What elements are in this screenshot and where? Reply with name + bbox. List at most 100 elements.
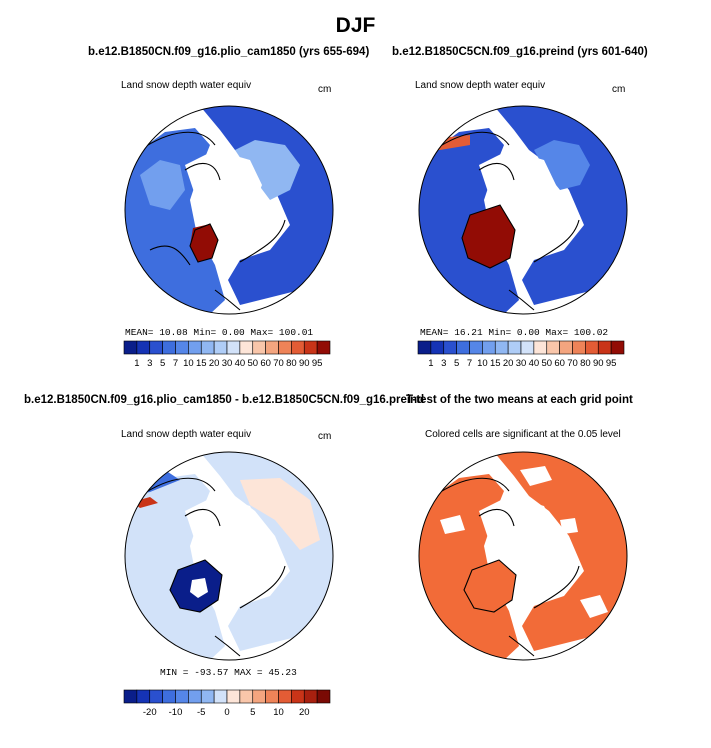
colorbar-1-swatch <box>188 340 202 355</box>
colorbar-1-swatch <box>136 340 151 355</box>
colorbar-1-tick-label: 70 <box>273 358 284 369</box>
panel1-title: b.e12.B1850CN.f09_g16.plio_cam1850 (yrs … <box>88 46 370 58</box>
colorbar-1-tick-label: 5 <box>160 358 165 369</box>
panel3-subtitle: Land snow depth water equiv <box>121 429 252 440</box>
panel4-title: T-test of the two means at each grid poi… <box>406 394 633 406</box>
colorbar-2-tick-label: 50 <box>541 358 552 369</box>
colorbar-2-swatch <box>546 340 560 355</box>
map-border-3 <box>124 451 334 661</box>
panel3-title: b.e12.B1850CN.f09_g16.plio_cam1850 - b.e… <box>24 394 425 406</box>
colorbar-2-tick-label: 1 <box>428 358 433 369</box>
colorbar-1-swatch <box>213 340 228 355</box>
colorbar-2-tick-label: 20 <box>503 358 514 369</box>
colorbar-1-swatch <box>162 340 176 355</box>
colorbar-2-tick-label: 10 <box>477 358 488 369</box>
colorbar-2-tick-label: 60 <box>554 358 565 369</box>
colorbar-1-tick-label: 50 <box>247 358 258 369</box>
arctic-3 <box>185 496 262 574</box>
nonsig-patch-4b <box>440 515 465 534</box>
colorbar-2-swatch <box>597 340 612 355</box>
colorbar-2-tick-label: 3 <box>441 358 446 369</box>
colorbar-3-swatch <box>136 689 151 704</box>
panel1-stats: MEAN= 10.08 Min= 0.00 Max= 100.01 <box>125 327 314 338</box>
colorbar-2-tick-label: 40 <box>529 358 540 369</box>
colorbar-2-swatch <box>494 340 509 355</box>
colorbar-1-swatch <box>200 340 215 355</box>
map-border-1 <box>124 105 334 315</box>
panel4-subtitle: Colored cells are significant at the 0.0… <box>425 429 621 440</box>
colorbar-2-swatch <box>572 340 586 355</box>
panel3-units: cm <box>318 431 332 442</box>
land-eurasia-2 <box>494 106 627 305</box>
colorbar-2-swatch <box>533 340 548 355</box>
colorbar-1-tick-label: 30 <box>222 358 233 369</box>
figure-title: DJF <box>335 14 376 37</box>
nonsig-patch-4c <box>580 595 608 618</box>
colorbar-3-tick-label: 10 <box>273 707 284 718</box>
colorbar-3-swatch <box>252 689 266 704</box>
diff-positive-eurasia-3 <box>240 478 320 550</box>
colorbar-1-tick-label: 80 <box>286 358 297 369</box>
colorbar-2-tick-label: 70 <box>567 358 578 369</box>
colorbar-1-swatch <box>278 340 292 355</box>
colorbar-3-swatch <box>316 689 331 704</box>
colorbar-1-swatch <box>123 340 138 355</box>
land-north-america-3 <box>125 474 225 660</box>
colorbar-1-tick-label: 3 <box>147 358 152 369</box>
colorbar-1-tick-label: 20 <box>209 358 220 369</box>
colorbar-3-tick-label: -5 <box>197 707 205 718</box>
snow-light-eurasia-1 <box>235 140 300 200</box>
colorbar-3-swatch <box>200 689 215 704</box>
colorbar-3-swatch <box>303 689 318 704</box>
colorbar-3-swatch <box>278 689 292 704</box>
colorbar-2-tick-label: 80 <box>580 358 591 369</box>
map-border-4 <box>418 451 628 661</box>
snow-light-eurasia-2 <box>534 140 590 190</box>
panel2-subtitle: Land snow depth water equiv <box>415 80 546 91</box>
greenland-inner-3 <box>190 578 208 598</box>
colorbar-1-tick-label: 40 <box>235 358 246 369</box>
colorbar-1-tick-label: 10 <box>183 358 194 369</box>
colorbar-2-swatch <box>469 340 483 355</box>
colorbar-1-swatch <box>291 340 305 355</box>
map-panel-1 <box>125 106 333 314</box>
colorbar-2-swatch <box>585 340 599 355</box>
colorbar-1: 1 3 5 7 10 15 20 30 40 50 60 70 80 90 95 <box>123 340 331 369</box>
colorbar-1-swatch <box>239 340 254 355</box>
colorbar-1-swatch <box>303 340 318 355</box>
panel3-stats: MIN = -93.57 MAX = 45.23 <box>160 667 297 678</box>
snow-light-america-1 <box>140 160 185 210</box>
colorbar-2-swatch <box>430 340 445 355</box>
arctic-snow-free-1 <box>185 150 262 228</box>
colorbar-2-tick-label: 30 <box>516 358 527 369</box>
colorbar-3-swatch <box>123 689 138 704</box>
panel2-units: cm <box>612 84 626 95</box>
greenland-1 <box>190 224 218 262</box>
arctic-4 <box>479 496 556 574</box>
panel1-subtitle: Land snow depth water equiv <box>121 80 252 91</box>
colorbar-1-swatch <box>175 340 189 355</box>
colorbar-3: -20 -10 -5 0 5 10 20 <box>123 689 331 718</box>
colorbar-1-swatch <box>252 340 266 355</box>
colorbar-2-swatch <box>520 340 535 355</box>
map-panel-2 <box>419 106 627 314</box>
colorbar-2-swatch <box>507 340 522 355</box>
colorbar-3-tick-label: 5 <box>250 707 255 718</box>
colorbar-2-tick-label: 95 <box>606 358 617 369</box>
panel2-stats: MEAN= 16.21 Min= 0.00 Max= 100.02 <box>420 327 609 338</box>
colorbar-1-tick-label: 15 <box>196 358 207 369</box>
colorbar-2-tick-label: 7 <box>467 358 472 369</box>
colorbar-3-tick-label: 20 <box>299 707 310 718</box>
colorbar-3-swatch <box>239 689 254 704</box>
colorbar-1-swatch <box>316 340 331 355</box>
colorbar-1-swatch <box>226 340 241 355</box>
colorbar-2-swatch <box>456 340 470 355</box>
greenland-sig-4 <box>464 560 516 612</box>
colorbar-3-tick-label: -10 <box>169 707 183 718</box>
colorbar-2-tick-label: 90 <box>593 358 604 369</box>
colorbar-3-swatch <box>188 689 202 704</box>
colorbar-1-tick-label: 7 <box>173 358 178 369</box>
panel2-title: b.e12.B1850C5CN.f09_g16.preind (yrs 601-… <box>392 46 648 58</box>
colorbar-2: 1 3 5 7 10 15 20 30 40 50 60 70 80 90 95 <box>417 340 625 369</box>
